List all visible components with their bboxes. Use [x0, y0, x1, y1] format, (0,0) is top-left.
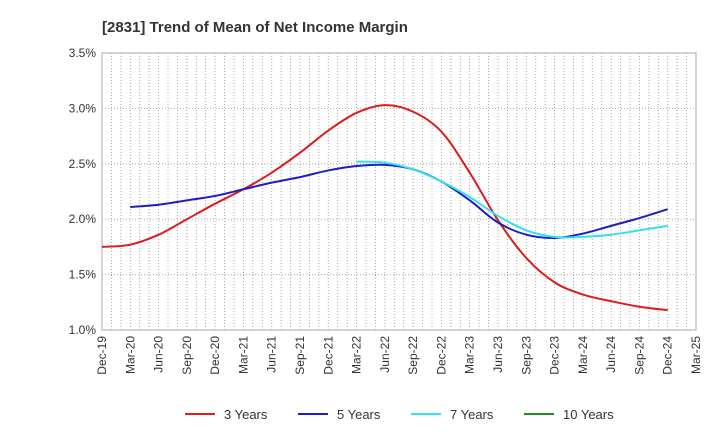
x-tick-label: Jun-21 — [265, 336, 279, 373]
x-tick-label: Mar-20 — [123, 336, 137, 374]
x-tick-label: Dec-19 — [95, 336, 109, 375]
x-tick-label: Dec-24 — [661, 336, 675, 375]
y-tick-label: 1.5% — [69, 268, 97, 282]
plot-area-frame — [101, 52, 697, 331]
x-tick-label: Sep-22 — [406, 336, 420, 375]
x-tick-label: Jun-23 — [491, 336, 505, 373]
x-tick-label: Jun-24 — [604, 336, 618, 373]
x-tick-label: Dec-22 — [434, 336, 448, 375]
series-line-1 — [101, 104, 668, 312]
legend-label: 7 Years — [450, 407, 494, 422]
x-tick-label: Dec-20 — [208, 336, 222, 375]
x-tick-label: Mar-22 — [350, 336, 364, 374]
y-axis: 1.0% 1.5% 2.0% 2.5% 3.0% 3.5% — [69, 46, 97, 337]
x-tick-label: Dec-21 — [321, 336, 335, 375]
legend-label: 10 Years — [563, 407, 614, 422]
x-tick-label: Jun-20 — [152, 336, 166, 373]
x-tick-label: Mar-23 — [463, 336, 477, 374]
x-tick-label: Sep-24 — [632, 336, 646, 375]
x-tick-label: Sep-21 — [293, 336, 307, 375]
series-lines — [101, 104, 669, 312]
legend-label: 3 Years — [224, 407, 268, 422]
legend-label: 5 Years — [337, 407, 381, 422]
x-tick-label: Mar-24 — [576, 336, 590, 374]
chart-title: [2831] Trend of Mean of Net Income Margi… — [102, 19, 408, 36]
x-tick-label: Sep-20 — [180, 336, 194, 375]
x-tick-label: Dec-23 — [548, 336, 562, 375]
x-tick-label: Sep-23 — [519, 336, 533, 375]
x-axis: Dec-19 Mar-20 Jun-20 Sep-20 Dec-20 Mar-21 Jun-… — [95, 336, 703, 375]
y-tick-label: 2.0% — [69, 212, 97, 226]
y-tick-label: 3.0% — [69, 101, 97, 115]
x-tick-label: Mar-21 — [236, 336, 250, 374]
y-tick-label: 2.5% — [69, 157, 97, 171]
x-tick-label: Mar-25 — [689, 336, 703, 374]
legend: 3 Years 5 Years 7 Years 10 Years — [185, 407, 614, 422]
series-line-3 — [356, 160, 668, 239]
series-line-2 — [130, 163, 669, 240]
y-tick-label: 3.5% — [69, 46, 97, 60]
y-tick-label: 1.0% — [69, 323, 97, 337]
x-tick-label: Jun-22 — [378, 336, 392, 373]
grid — [102, 53, 696, 330]
